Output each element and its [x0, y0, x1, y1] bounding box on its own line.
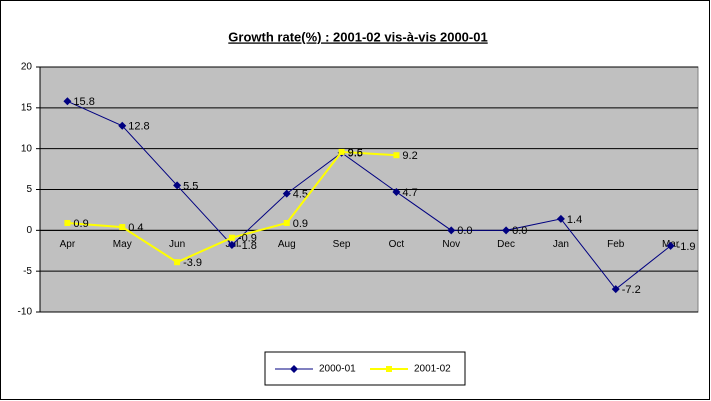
y-tick-label: -10 [18, 307, 33, 318]
data-label: 12.8 [128, 121, 149, 133]
x-tick-label: Jan [553, 239, 569, 250]
data-label: 15.8 [73, 96, 94, 108]
data-label: -3.9 [183, 257, 202, 269]
data-label: 0.0 [512, 225, 527, 237]
marker [282, 189, 291, 198]
y-tick-label: -5 [23, 266, 32, 277]
marker [393, 152, 400, 159]
legend-label: 2001-02 [414, 364, 451, 375]
data-label: -0.9 [238, 233, 257, 245]
data-label: -1.9 [677, 241, 696, 253]
marker [228, 234, 235, 241]
data-label: 9.6 [348, 147, 363, 159]
legend-marker [386, 366, 392, 372]
marker [556, 214, 565, 223]
x-tick-label: Aug [278, 239, 296, 250]
series-line [67, 100, 671, 290]
data-label: 9.2 [402, 150, 417, 162]
data-label: 0.9 [293, 218, 308, 230]
y-tick-label: 10 [21, 143, 33, 154]
data-label: 0.9 [73, 218, 88, 230]
x-tick-label: Nov [442, 239, 460, 250]
marker [227, 241, 236, 250]
data-label: 4.5 [293, 188, 308, 200]
y-tick-label: 5 [26, 184, 32, 195]
x-tick-label: Apr [60, 239, 76, 250]
x-tick-label: Dec [497, 239, 515, 250]
data-label: 1.4 [567, 214, 582, 226]
marker [118, 121, 127, 130]
marker [502, 226, 511, 235]
y-tick-label: 0 [26, 225, 32, 236]
x-tick-label: May [113, 239, 132, 250]
chart-title: Growth rate(%) : 2001-02 vis-à-vis 2000-… [228, 29, 487, 44]
marker [338, 148, 345, 155]
marker [447, 226, 456, 235]
x-tick-label: Jun [169, 239, 185, 250]
marker [64, 219, 71, 226]
marker [173, 181, 182, 190]
y-tick-label: 20 [21, 62, 33, 73]
marker [174, 259, 181, 266]
data-label: 4.7 [402, 187, 417, 199]
data-label: -1.8 [238, 240, 257, 252]
data-label: 0.4 [128, 222, 143, 234]
x-tick-label: Sep [333, 239, 351, 250]
marker [283, 219, 290, 226]
data-label: -7.2 [622, 284, 641, 296]
x-tick-label: Oct [389, 239, 405, 250]
data-label: 5.5 [183, 180, 198, 192]
marker [392, 187, 401, 196]
y-tick-label: 15 [21, 102, 33, 113]
legend-label: 2000-01 [319, 364, 356, 375]
marker [611, 285, 620, 294]
legend-marker [290, 365, 298, 373]
marker [119, 224, 126, 231]
marker [666, 241, 675, 250]
x-tick-label: Feb [607, 239, 625, 250]
marker [63, 97, 72, 106]
data-label: 0.0 [457, 225, 472, 237]
